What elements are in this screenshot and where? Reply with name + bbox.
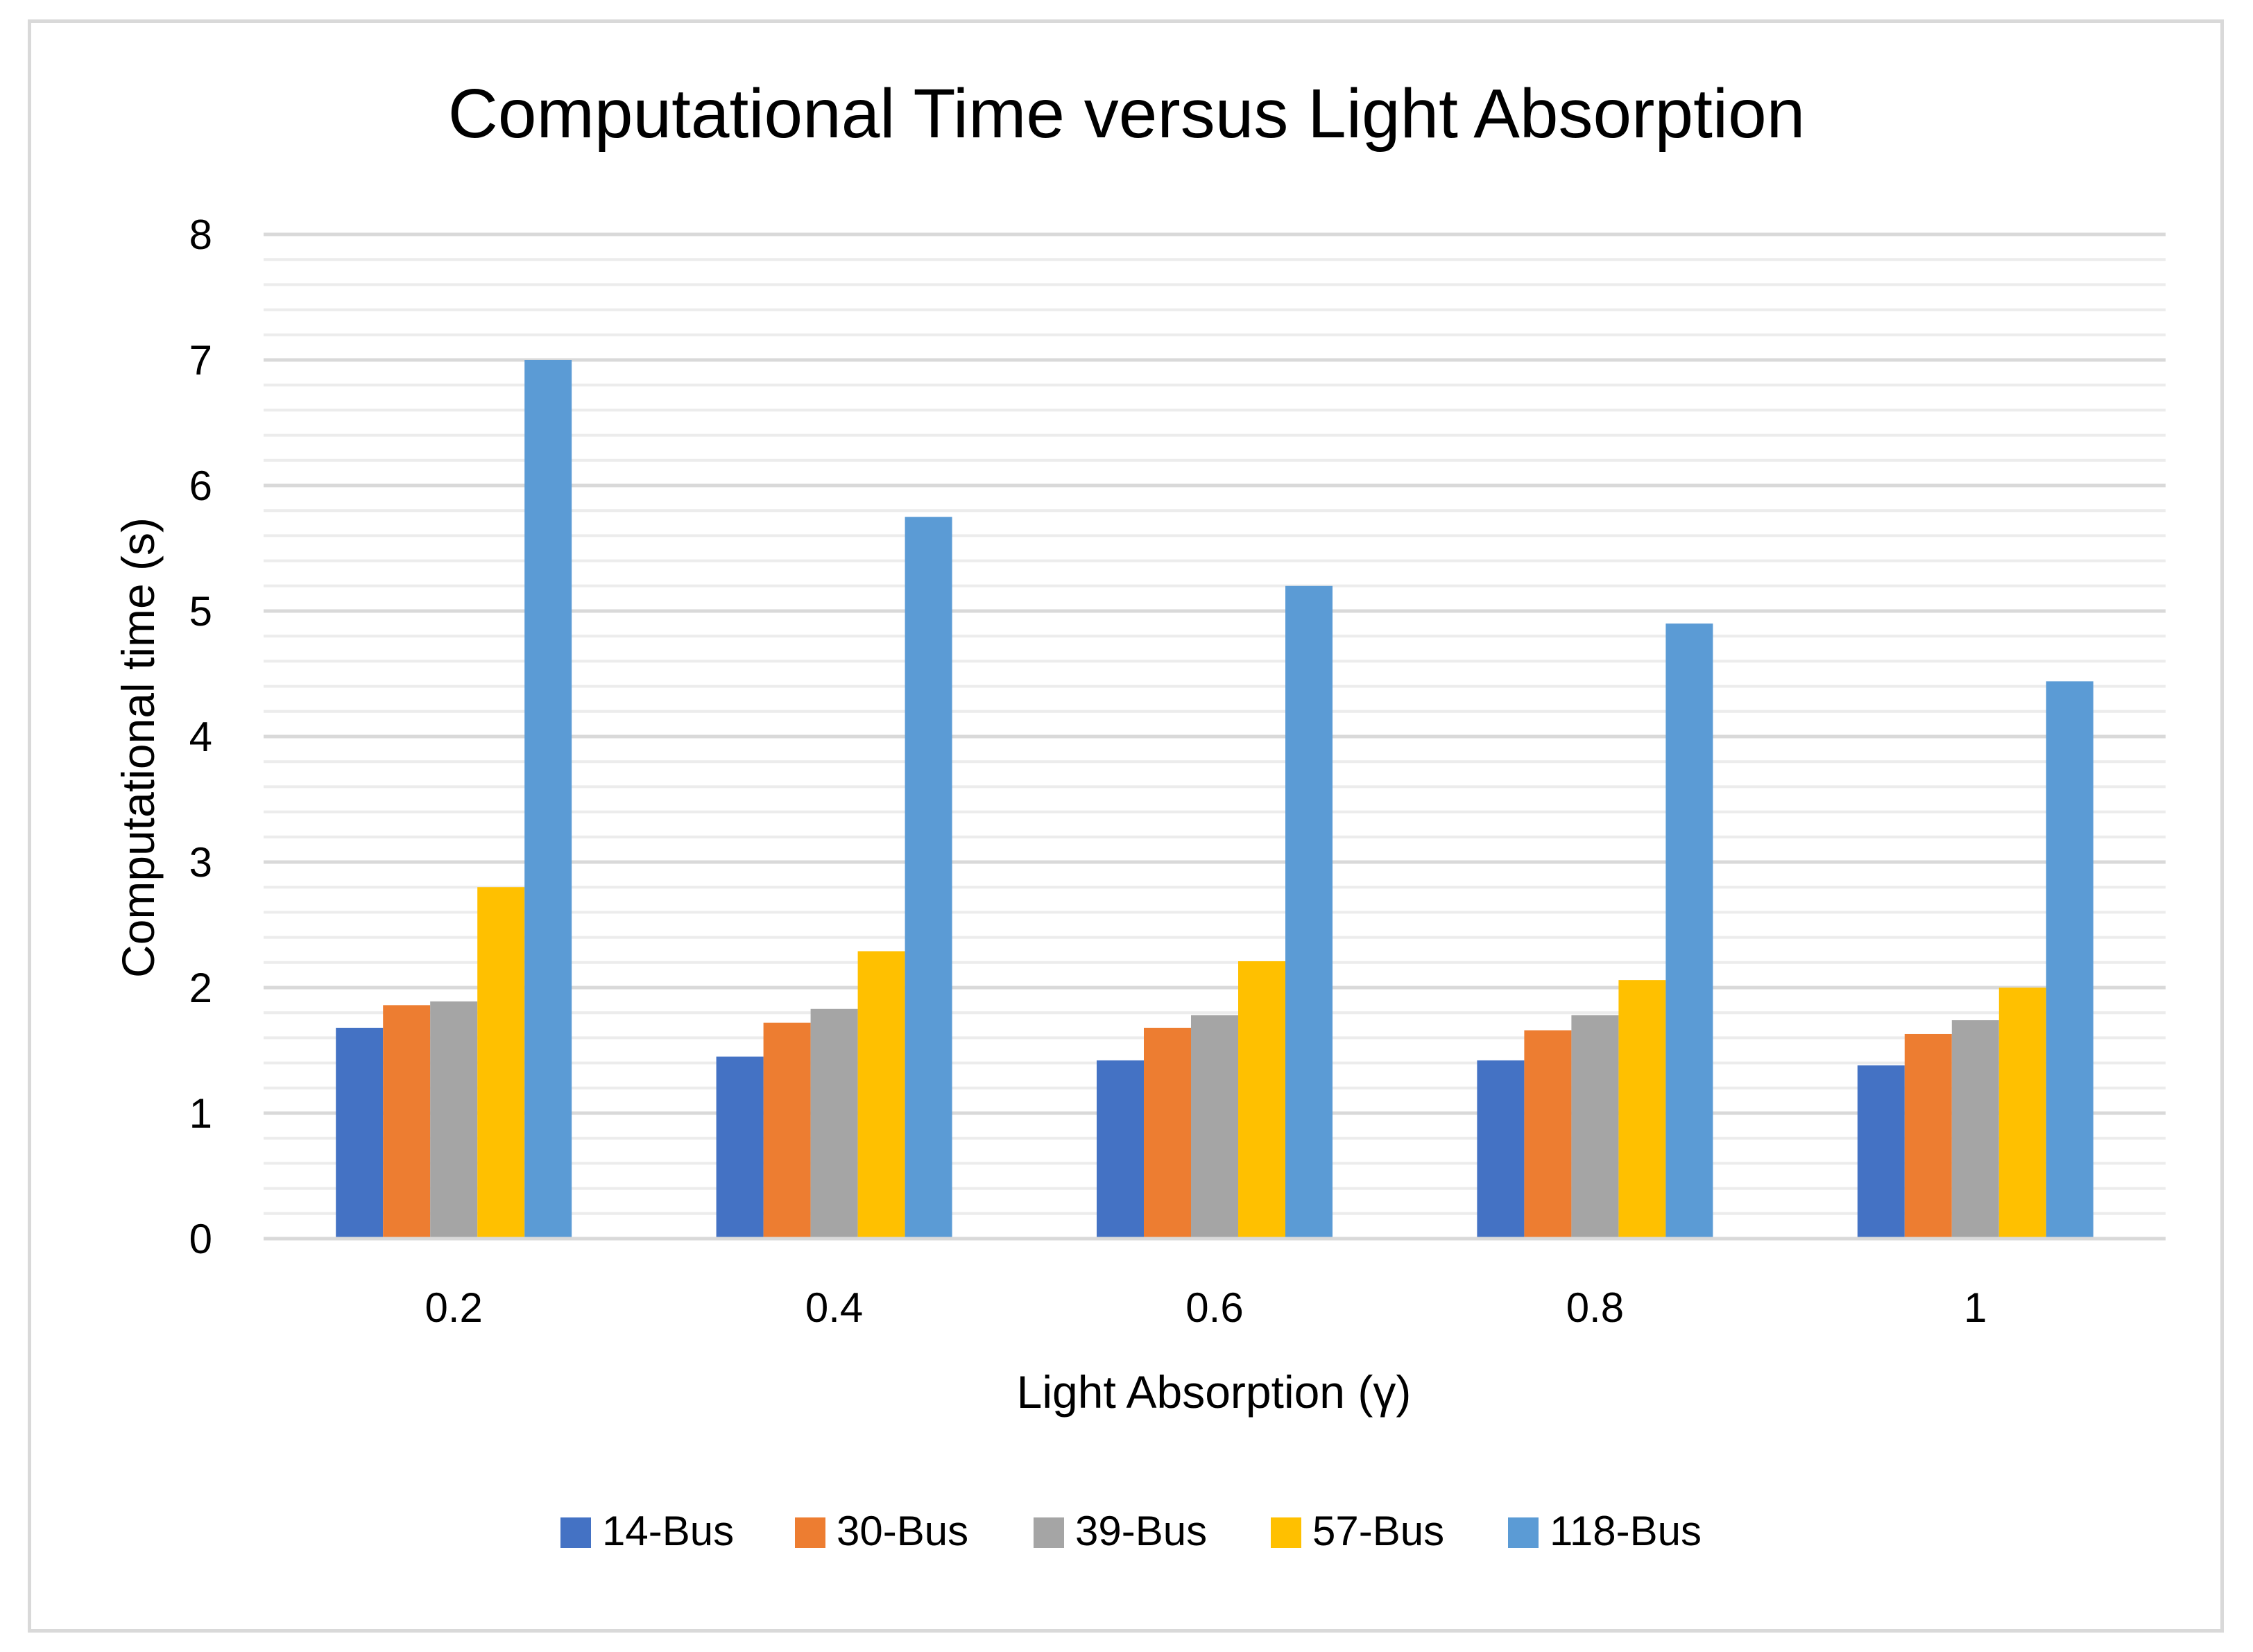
- y-axis-ticks: 0 1 2 3 4 5 6 7 8: [189, 212, 212, 1262]
- bar-118-bus-0.2: [524, 360, 572, 1239]
- x-tick-label: 0.2: [425, 1284, 482, 1331]
- legend-swatch: [1034, 1517, 1064, 1548]
- y-tick-label: 5: [189, 588, 212, 635]
- bar-118-bus-0.6: [1285, 585, 1333, 1239]
- bar-57-bus-0.2: [477, 887, 525, 1239]
- bar-30-bus-0.8: [1524, 1030, 1572, 1239]
- chart-frame: [28, 19, 2224, 1633]
- bar-30-bus-0.4: [763, 1022, 811, 1239]
- bars: [336, 360, 2093, 1239]
- y-tick-label: 0: [189, 1216, 212, 1262]
- bar-39-bus-0.8: [1571, 1015, 1619, 1239]
- y-tick-label: 2: [189, 965, 212, 1011]
- bar-57-bus-0.6: [1238, 961, 1285, 1239]
- bar-30-bus-0.6: [1144, 1027, 1191, 1239]
- y-tick-label: 8: [189, 212, 212, 258]
- legend-label: 39-Bus: [1075, 1508, 1207, 1554]
- legend: 14-Bus 30-Bus 39-Bus 57-Bus 118-Bus: [560, 1508, 1702, 1554]
- legend-label: 118-Bus: [1550, 1508, 1702, 1554]
- bar-57-bus-0.8: [1618, 980, 1666, 1239]
- y-tick-label: 6: [189, 463, 212, 509]
- y-tick-label: 4: [189, 714, 212, 760]
- chart-title: Computational Time versus Light Absorpti…: [448, 75, 1806, 153]
- bar-57-bus-1: [1998, 988, 2046, 1239]
- legend-item-30-bus: 30-Bus: [795, 1508, 968, 1554]
- legend-item-57-bus: 57-Bus: [1271, 1508, 1444, 1554]
- legend-swatch: [560, 1517, 591, 1548]
- bar-118-bus-0.8: [1665, 623, 1713, 1239]
- legend-item-14-bus: 14-Bus: [560, 1508, 734, 1554]
- x-tick-label: 0.8: [1566, 1284, 1624, 1331]
- bar-39-bus-0.4: [810, 1008, 858, 1239]
- x-axis-ticks: 0.2 0.4 0.6 0.8 1: [425, 1284, 1987, 1331]
- bar-14-bus-0.4: [716, 1056, 764, 1239]
- x-tick-label: 1: [1964, 1284, 1987, 1331]
- bar-14-bus-0.8: [1477, 1060, 1525, 1239]
- legend-swatch: [795, 1517, 825, 1548]
- bar-30-bus-0.2: [383, 1005, 431, 1239]
- bar-14-bus-0.2: [336, 1027, 384, 1239]
- legend-swatch: [1271, 1517, 1301, 1548]
- y-tick-label: 3: [189, 839, 212, 886]
- bar-30-bus-1: [1904, 1033, 1952, 1239]
- y-tick-label: 7: [189, 337, 212, 384]
- legend-item-118-bus: 118-Bus: [1508, 1508, 1702, 1554]
- grid-lines: [264, 232, 2166, 1215]
- legend-swatch: [1508, 1517, 1539, 1548]
- bar-39-bus-0.6: [1191, 1015, 1238, 1239]
- bar-118-bus-1: [2046, 681, 2093, 1239]
- legend-label: 57-Bus: [1312, 1508, 1444, 1554]
- bar-14-bus-1: [1857, 1065, 1905, 1239]
- bar-39-bus-1: [1951, 1020, 1999, 1239]
- legend-label: 14-Bus: [602, 1508, 734, 1554]
- bar-39-bus-0.2: [430, 1001, 478, 1239]
- y-axis-label: Computational time (s): [112, 517, 164, 978]
- x-axis-label: Light Absorption (γ): [1017, 1366, 1412, 1418]
- bar-118-bus-0.4: [905, 517, 952, 1239]
- x-tick-label: 0.4: [805, 1284, 863, 1331]
- y-tick-label: 1: [189, 1090, 212, 1137]
- legend-item-39-bus: 39-Bus: [1034, 1508, 1207, 1554]
- bar-14-bus-0.6: [1097, 1060, 1144, 1239]
- x-tick-label: 0.6: [1185, 1284, 1243, 1331]
- bar-57-bus-0.4: [857, 951, 905, 1239]
- legend-label: 30-Bus: [837, 1508, 968, 1554]
